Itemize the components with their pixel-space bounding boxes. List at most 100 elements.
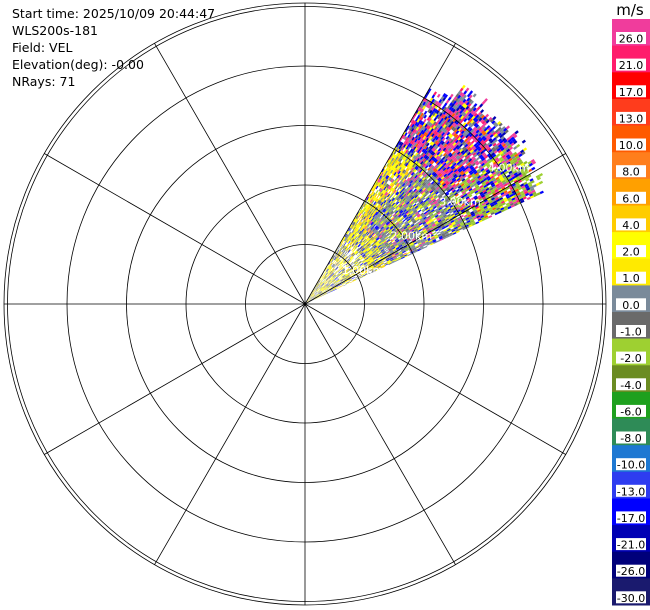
velocity-cell: [388, 248, 393, 252]
velocity-cell: [354, 261, 358, 265]
velocity-cell: [499, 205, 504, 209]
velocity-cell: [317, 284, 320, 288]
velocity-cell: [385, 220, 389, 224]
velocity-cell: [407, 230, 411, 234]
velocity-cell: [454, 115, 459, 120]
velocity-cell: [409, 139, 413, 144]
velocity-cell: [365, 213, 368, 217]
velocity-cell: [432, 204, 436, 209]
velocity-cell: [453, 198, 458, 202]
velocity-cell: [392, 162, 396, 167]
velocity-cell: [409, 210, 413, 214]
velocity-cell: [395, 182, 399, 187]
velocity-cell: [326, 284, 330, 287]
velocity-cell: [378, 245, 382, 249]
velocity-cell: [420, 224, 424, 228]
velocity-cell: [329, 262, 333, 266]
velocity-cell: [513, 179, 518, 184]
velocity-cell: [353, 222, 356, 226]
velocity-cell: [447, 229, 452, 233]
velocity-cell: [316, 284, 320, 287]
velocity-cell: [368, 264, 373, 267]
velocity-cell: [313, 296, 317, 299]
velocity-cell: [328, 261, 331, 265]
velocity-cell: [332, 279, 335, 282]
velocity-cell: [442, 162, 447, 167]
velocity-cell: [335, 277, 339, 280]
velocity-cell: [530, 180, 535, 184]
colorbar-tick-bg: [616, 458, 646, 471]
velocity-cell: [353, 244, 356, 248]
velocity-cell: [363, 240, 367, 244]
velocity-cell: [370, 199, 374, 204]
velocity-cell: [478, 127, 483, 132]
velocity-cell: [395, 169, 399, 173]
velocity-cell: [398, 193, 402, 198]
velocity-cell: [429, 241, 434, 245]
velocity-cell: [457, 112, 461, 117]
velocity-cell: [361, 215, 365, 219]
velocity-cell: [323, 275, 326, 279]
velocity-cell: [371, 222, 374, 226]
velocity-cell: [420, 152, 425, 157]
velocity-cell: [328, 270, 331, 274]
velocity-cell: [324, 276, 328, 280]
range-ring-label: 1.00km: [342, 264, 384, 277]
velocity-cell: [368, 256, 372, 259]
velocity-cell: [483, 98, 488, 103]
velocity-cell: [344, 278, 348, 281]
velocity-cell: [354, 268, 359, 271]
velocity-cell: [323, 292, 327, 295]
velocity-cell: [427, 125, 431, 130]
velocity-cell: [386, 227, 390, 231]
velocity-cell: [455, 220, 459, 224]
velocity-cell: [450, 176, 455, 180]
velocity-cell: [398, 251, 403, 255]
velocity-cell: [368, 193, 371, 198]
velocity-cell: [364, 208, 368, 213]
velocity-cell: [311, 293, 315, 297]
velocity-cell: [448, 209, 453, 213]
velocity-cell: [367, 223, 371, 228]
velocity-cell: [348, 271, 352, 275]
velocity-cell: [363, 225, 366, 229]
velocity-cell: [398, 225, 402, 229]
velocity-cell: [361, 224, 365, 228]
velocity-cell: [437, 218, 441, 222]
velocity-cell: [437, 147, 442, 152]
velocity-cell: [312, 289, 315, 293]
velocity-cell: [445, 232, 449, 236]
velocity-cell: [336, 279, 340, 282]
velocity-cell: [431, 222, 435, 226]
velocity-cell: [458, 152, 462, 157]
velocity-cell: [417, 182, 421, 186]
velocity-cell: [386, 252, 391, 255]
velocity-cell: [449, 111, 454, 116]
velocity-cell: [392, 203, 396, 207]
velocity-cell: [387, 198, 391, 203]
velocity-cell: [311, 293, 314, 296]
velocity-cell: [413, 178, 417, 183]
velocity-cell: [434, 221, 439, 225]
velocity-cell: [445, 135, 450, 140]
velocity-cell: [357, 259, 361, 262]
velocity-cell: [497, 208, 501, 213]
velocity-cell: [411, 230, 415, 234]
velocity-cell: [425, 175, 430, 180]
velocity-cell: [411, 218, 415, 222]
velocity-cell: [451, 112, 456, 117]
velocity-cell: [326, 290, 330, 293]
velocity-cell: [389, 165, 393, 169]
velocity-cell: [422, 177, 426, 181]
velocity-cell: [431, 237, 436, 241]
velocity-cell: [340, 261, 344, 265]
velocity-cell: [324, 286, 328, 289]
velocity-cell: [491, 164, 496, 169]
velocity-cell: [361, 247, 365, 251]
velocity-cell: [411, 207, 416, 212]
velocity-cell: [409, 227, 413, 231]
velocity-cell: [406, 218, 411, 222]
velocity-cell: [373, 224, 376, 228]
velocity-cell: [434, 109, 438, 114]
velocity-cell: [370, 236, 374, 240]
